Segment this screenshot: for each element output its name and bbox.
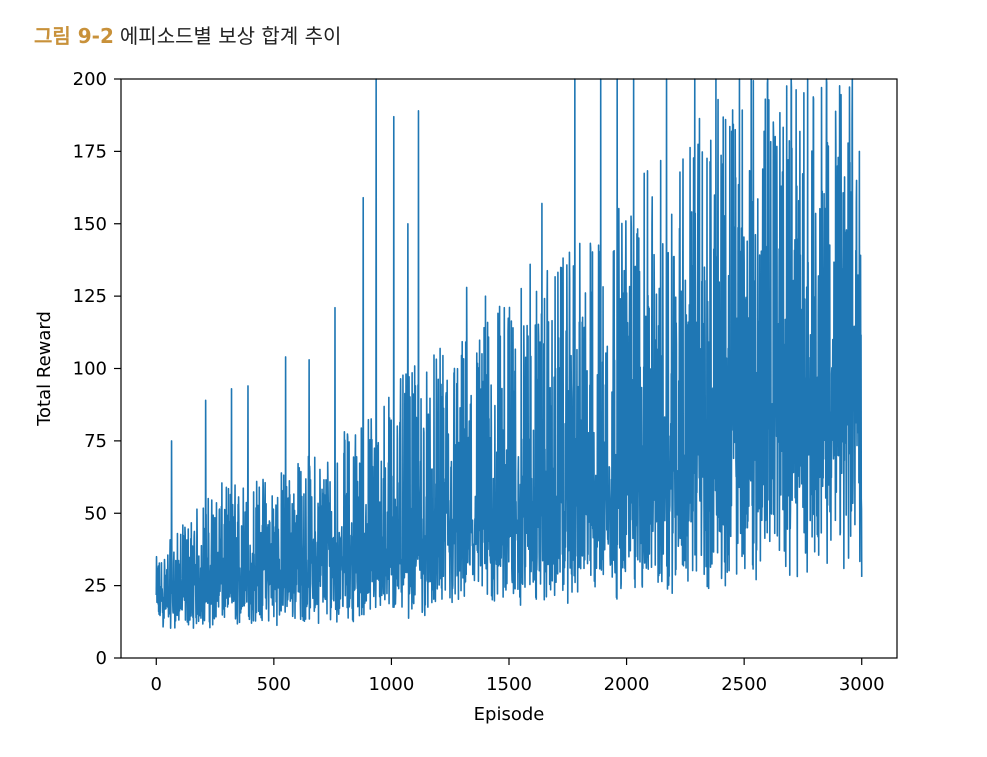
- y-tick-label: 75: [84, 431, 107, 452]
- reward-line-path: [155, 78, 863, 629]
- y-tick-label: 0: [96, 648, 107, 669]
- x-tick-label: 1000: [369, 674, 415, 695]
- y-tick-label: 200: [73, 69, 107, 90]
- x-tick-label: 500: [257, 674, 291, 695]
- x-tick-label: 2000: [604, 674, 650, 695]
- x-axis: 0 500 1000 1500 2000 2500 3000: [151, 658, 885, 695]
- x-tick-label: 2500: [721, 674, 767, 695]
- y-tick-label: 100: [73, 359, 107, 380]
- figure-caption-text: 에피소드별 보상 합계 추이: [119, 24, 342, 48]
- y-tick-label: 175: [73, 141, 107, 162]
- y-tick-label: 25: [84, 576, 107, 597]
- figure-caption: 그림 9-2 에피소드별 보상 합계 추이: [34, 20, 341, 49]
- y-tick-label: 150: [73, 214, 107, 235]
- y-axis: 0 25 50 75 100 125 150 175 200: [73, 69, 121, 669]
- figure-number: 그림 9-2: [34, 24, 114, 48]
- x-tick-label: 0: [151, 674, 162, 695]
- reward-series-line: [155, 78, 863, 629]
- y-tick-label: 50: [84, 503, 107, 524]
- x-axis-title: Episode: [474, 704, 545, 725]
- x-tick-label: 3000: [839, 674, 885, 695]
- x-tick-label: 1500: [486, 674, 532, 695]
- y-axis-title: Total Reward: [34, 311, 55, 427]
- y-tick-label: 125: [73, 286, 107, 307]
